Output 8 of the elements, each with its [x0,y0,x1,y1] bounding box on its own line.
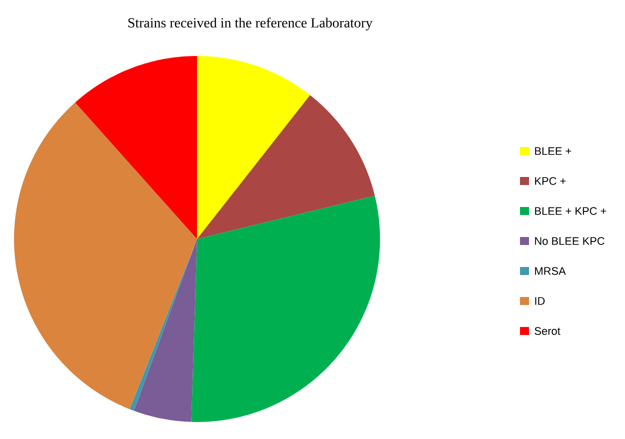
legend-label: Serot [534,327,560,335]
legend-label: ID [535,297,545,305]
chart-title: Strains received in the reference Laboratory [128,18,373,30]
legend-label: BLEE + [535,147,572,155]
legend-label: MRSA [535,267,566,275]
legend-label: BLEE + KPC + [535,207,606,215]
legend-label: No BLEE KPC [535,237,604,245]
legend-label: KPC + [535,177,566,185]
